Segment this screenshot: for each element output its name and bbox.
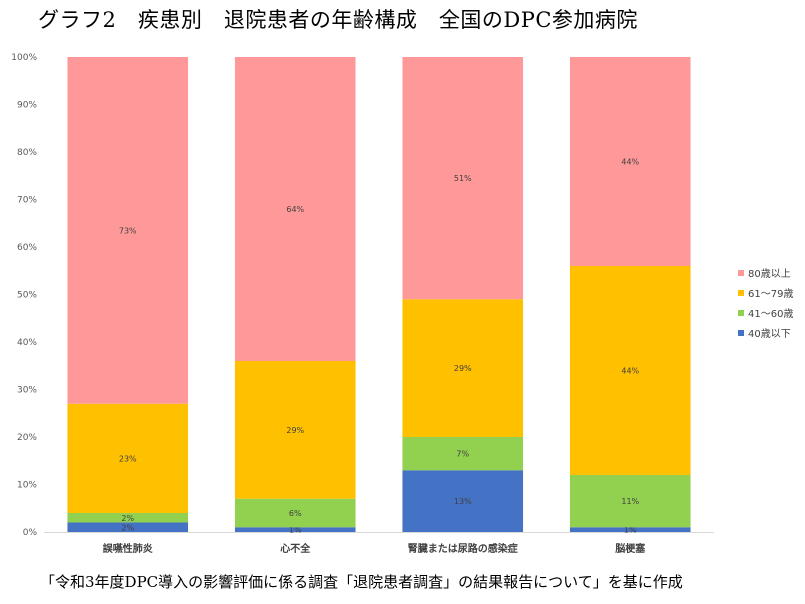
data-label: 13%: [454, 497, 472, 506]
data-label: 2%: [121, 514, 134, 523]
y-tick-label: 90%: [17, 101, 37, 111]
data-label: 51%: [454, 174, 472, 183]
bar-segment: [67, 513, 189, 523]
data-label: 6%: [289, 509, 302, 518]
bar-segment: [234, 498, 356, 528]
y-tick-label: 100%: [11, 53, 37, 63]
y-tick-label: 10%: [17, 481, 37, 491]
y-tick-label: 20%: [17, 433, 37, 443]
data-label: 29%: [286, 426, 304, 435]
legend-item: 41～60歳: [748, 308, 793, 320]
y-tick-label: 70%: [17, 196, 37, 206]
category-label: 心不全: [280, 542, 311, 555]
bar-segment: [67, 57, 189, 404]
y-tick-label: 80%: [17, 148, 37, 158]
data-label: 2%: [121, 523, 134, 532]
legend-swatch: [738, 310, 744, 316]
legend-item: 80歳以上: [748, 268, 791, 280]
bar-segment: [402, 57, 524, 300]
bar-segment: [234, 361, 356, 499]
bar-segment: [234, 527, 356, 532]
bar-segment: [67, 403, 189, 513]
bar-segment: [569, 527, 691, 532]
data-label: 1%: [624, 526, 637, 535]
bar-segment: [67, 522, 189, 532]
data-label: 11%: [621, 497, 639, 506]
source-note: 「令和3年度DPC導入の影響評価に係る調査「退院患者調査」の結果報告について」を…: [40, 573, 683, 591]
data-label: 44%: [621, 367, 639, 376]
legend-swatch: [738, 290, 744, 296]
bar-segment: [234, 57, 356, 361]
data-label: 64%: [286, 205, 304, 214]
bar-segment: [569, 475, 691, 528]
legend-item: 40歳以下: [748, 328, 791, 340]
data-label: 29%: [454, 364, 472, 373]
chart-title: グラフ2 疾患別 退院患者の年齢構成 全国のDPC参加病院: [38, 8, 638, 32]
category-label: 誤嚥性肺炎: [103, 542, 153, 555]
y-tick-label: 30%: [17, 386, 37, 396]
y-tick-label: 50%: [17, 291, 37, 301]
data-label: 44%: [621, 158, 639, 167]
legend-swatch: [738, 330, 744, 336]
y-tick-label: 0%: [23, 528, 38, 538]
bar-segment: [569, 266, 691, 475]
data-label: 23%: [119, 454, 137, 463]
category-label: 腎臓または尿路の感染症: [408, 542, 518, 555]
bar-segment: [402, 470, 524, 532]
bar-segment: [402, 299, 524, 437]
y-tick-label: 40%: [17, 338, 37, 348]
legend-swatch: [738, 270, 744, 276]
legend-item: 61～79歳: [748, 288, 793, 300]
category-label: 脳梗塞: [615, 542, 646, 555]
data-label: 7%: [456, 450, 469, 459]
data-label: 1%: [289, 526, 302, 535]
bar-segment: [402, 437, 524, 471]
bar-segment: [569, 57, 691, 266]
y-tick-label: 60%: [17, 243, 37, 253]
data-label: 73%: [119, 226, 137, 235]
